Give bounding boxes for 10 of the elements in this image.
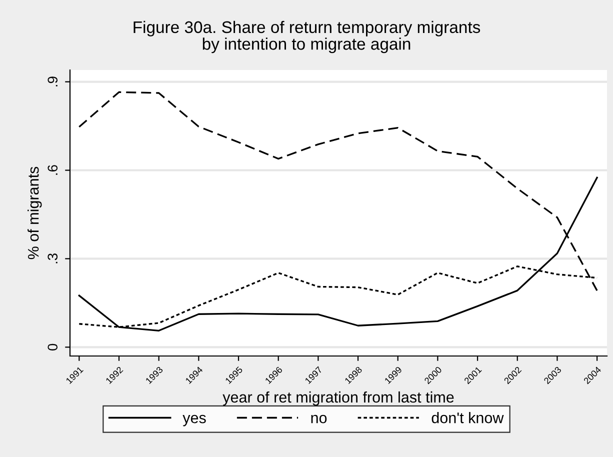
y-tick-label: .3 (48, 254, 58, 264)
chart-title: Figure 30a. Share of return temporary migrants by intention to migrate again (134, 20, 480, 54)
y-axis-title: % of migrants (28, 166, 42, 260)
legend-label: yes (182, 414, 206, 426)
y-tick-label: 0 (48, 344, 58, 350)
legend-label: don't know (432, 412, 504, 424)
legend-label: no (311, 414, 327, 424)
y-tick-label: .9 (48, 76, 58, 86)
y-tick-label: .6 (48, 165, 58, 175)
x-axis-title: year of ret migration from last time (222, 391, 454, 406)
